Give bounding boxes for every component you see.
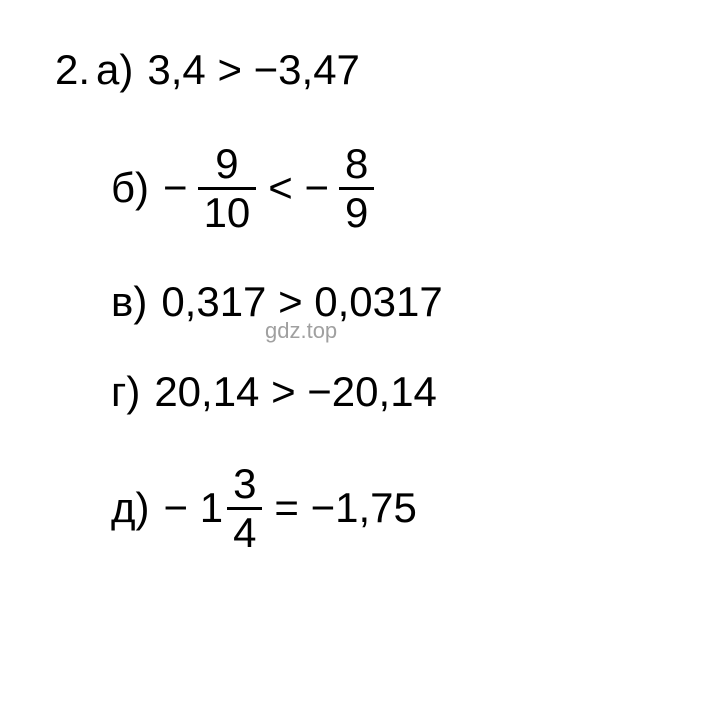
lt-neg: < −	[268, 164, 329, 212]
fraction-3-4: 3 4	[227, 463, 262, 554]
watermark-text: gdz.top	[265, 318, 337, 344]
vspace	[55, 100, 701, 128]
math-answer-block: 2. а) 3,4 > −3,47 б) − 9 10 < − 8 9 в) 0…	[0, 0, 721, 588]
denominator: 10	[198, 187, 257, 234]
neg-sign-1: −	[163, 164, 188, 212]
vspace	[55, 332, 701, 362]
fraction-8-9: 8 9	[339, 143, 374, 234]
neg-whole: − 1	[164, 484, 224, 532]
problem-number: 2.	[55, 46, 90, 94]
eq-rest: = −1,75	[274, 484, 416, 532]
line-4: г) 20,14 > −20,14	[55, 362, 701, 422]
part-label-b: б)	[111, 164, 149, 212]
vspace	[55, 248, 701, 272]
vspace	[55, 422, 701, 448]
numerator: 3	[227, 463, 262, 507]
line-1: 2. а) 3,4 > −3,47	[55, 40, 701, 100]
line-5: д) − 1 3 4 = −1,75	[55, 448, 701, 568]
numerator: 9	[209, 143, 244, 187]
expr-g: 20,14 > −20,14	[154, 368, 437, 416]
part-label-a: а)	[96, 46, 133, 94]
line-2: б) − 9 10 < − 8 9	[55, 128, 701, 248]
part-label-d: д)	[111, 484, 150, 532]
part-label-v: в)	[111, 278, 147, 326]
denominator: 4	[227, 507, 262, 554]
part-label-g: г)	[111, 368, 140, 416]
denominator: 9	[339, 187, 374, 234]
expr-a: 3,4 > −3,47	[147, 46, 360, 94]
fraction-9-10: 9 10	[198, 143, 257, 234]
numerator: 8	[339, 143, 374, 187]
line-3: в) 0,317 > 0,0317 gdz.top	[55, 272, 701, 332]
